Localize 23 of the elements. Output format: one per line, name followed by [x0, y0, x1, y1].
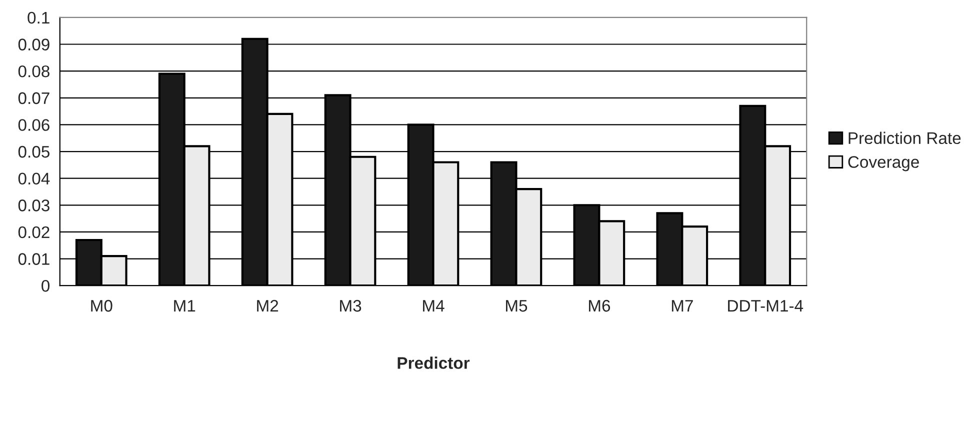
x-tick-label: M6: [588, 300, 610, 312]
x-tick-label: M7: [672, 300, 693, 312]
legend-label: Prediction Rate: [848, 132, 961, 144]
x-tick-label: DDT-M1-4: [728, 300, 804, 312]
y-tick-label: 0.09: [18, 38, 50, 50]
x-tick-label: M2: [257, 300, 278, 312]
y-tick-label: 0.04: [18, 172, 50, 185]
x-tick-label: M5: [506, 300, 528, 312]
y-tick-label: 0: [42, 280, 50, 292]
x-tick-label: M3: [340, 300, 362, 312]
y-tick-label: 0.1: [28, 12, 50, 24]
x-tick-label: M0: [91, 300, 112, 312]
y-tick-label: 0.02: [18, 226, 50, 238]
x-tick-label: M4: [423, 300, 444, 312]
y-tick-label: 0.06: [18, 119, 50, 131]
y-tick-label: 0.01: [18, 253, 50, 265]
y-tick-label: 0.07: [18, 92, 50, 104]
y-tick-label: 0.08: [18, 65, 50, 78]
x-tick-label: M1: [174, 300, 196, 312]
legend-label: Coverage: [848, 156, 919, 172]
y-tick-label: 0.05: [18, 146, 50, 158]
y-tick-label: 0.03: [18, 200, 50, 212]
x-axis-title: Predictor: [398, 356, 470, 369]
